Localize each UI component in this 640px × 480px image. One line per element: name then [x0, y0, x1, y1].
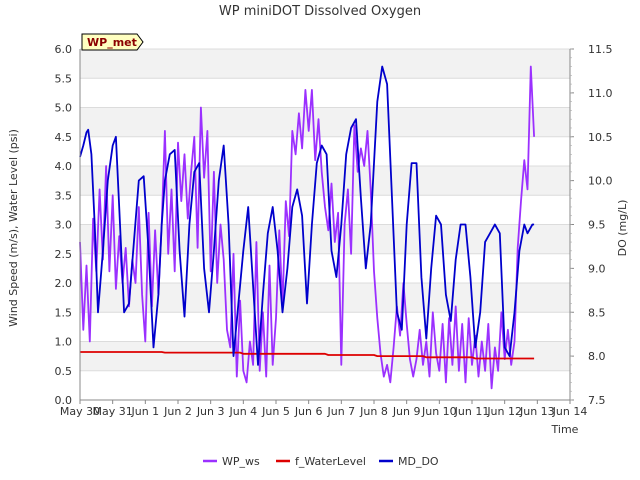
plot-background-bands	[80, 49, 570, 400]
y-left-tick-label: 4.0	[55, 160, 73, 173]
y-right-tick-label: 9.5	[588, 219, 606, 232]
background-band	[80, 166, 570, 196]
legend-label-f_WaterLevel: f_WaterLevel	[295, 455, 366, 468]
background-band	[80, 370, 570, 400]
x-tick-label: Jun 5	[261, 405, 290, 418]
legend-label-WP_ws: WP_ws	[222, 455, 260, 468]
x-tick-label: Jun 3	[196, 405, 225, 418]
tick-labels: 0.0 0.5 1.0 1.5 2.0 2.5 3.0 3.5 4.0 4.5 5.0 5.5 6.0 7…	[55, 43, 613, 418]
y-right-tick-label: 8.5	[588, 306, 606, 319]
x-axis-label: Time	[551, 423, 579, 436]
background-band	[80, 78, 570, 108]
y-right-tick-label: 9.0	[588, 262, 606, 275]
background-band	[80, 253, 570, 283]
background-band	[80, 341, 570, 371]
y-left-tick-label: 6.0	[55, 43, 73, 56]
x-tick-label: May 30	[60, 405, 100, 418]
legend: WP_ws f_WaterLevel MD_DO	[203, 455, 439, 468]
legend-label-MD_DO: MD_DO	[398, 455, 439, 468]
x-tick-label: Jun 1	[130, 405, 159, 418]
y-left-tick-label: 3.0	[55, 219, 73, 232]
background-band	[80, 107, 570, 137]
series-line-MD_DO	[79, 65, 535, 366]
x-tick-label: Jun 4	[228, 405, 257, 418]
y-right-tick-label: 11.5	[588, 43, 613, 56]
x-tick-label: Jun 14	[552, 405, 588, 418]
series-line-f_WaterLevel	[80, 351, 535, 360]
y-left-tick-label: 0.0	[55, 394, 73, 407]
x-tick-label: Jun 12	[486, 405, 522, 418]
x-tick-label: Jun 6	[294, 405, 323, 418]
series-layer	[79, 65, 535, 390]
y-axis-left-label: Wind Speed (m/s), Water Level (psi)	[7, 129, 20, 327]
y-right-tick-label: 10.5	[588, 131, 613, 144]
x-tick-label: Jun 7	[326, 405, 355, 418]
x-tick-label: Jun 8	[359, 405, 388, 418]
x-tick-label: Jun 11	[454, 405, 490, 418]
series-line-WP_ws	[79, 65, 535, 390]
x-tick-label: Jun 2	[163, 405, 192, 418]
chart-title: WP miniDOT Dissolved Oxygen	[219, 4, 421, 19]
y-left-tick-label: 2.0	[55, 277, 73, 290]
background-band	[80, 49, 570, 79]
x-tick-label: Jun 13	[519, 405, 555, 418]
y-left-tick-label: 4.5	[55, 131, 73, 144]
background-band	[80, 283, 570, 313]
y-left-tick-label: 0.5	[55, 365, 73, 378]
y-left-tick-label: 1.0	[55, 336, 73, 349]
y-right-tick-label: 8.0	[588, 350, 606, 363]
wp-met-badge: WP_met	[81, 33, 144, 51]
y-left-tick-label: 3.5	[55, 189, 73, 202]
y-right-tick-label: 10.0	[588, 175, 613, 188]
y-left-tick-label: 2.5	[55, 248, 73, 261]
y-left-tick-label: 5.0	[55, 102, 73, 115]
x-tick-label: May 31	[93, 405, 133, 418]
y-left-tick-label: 1.5	[55, 306, 73, 319]
y-left-tick-label: 5.5	[55, 72, 73, 85]
badge-label: WP_met	[87, 36, 137, 49]
x-tick-label: Jun 10	[421, 405, 457, 418]
y-right-tick-label: 11.0	[588, 87, 613, 100]
y-axis-right-label: DO (mg/L)	[616, 200, 629, 257]
y-right-tick-label: 7.5	[588, 394, 606, 407]
x-tick-label: Jun 9	[392, 405, 421, 418]
